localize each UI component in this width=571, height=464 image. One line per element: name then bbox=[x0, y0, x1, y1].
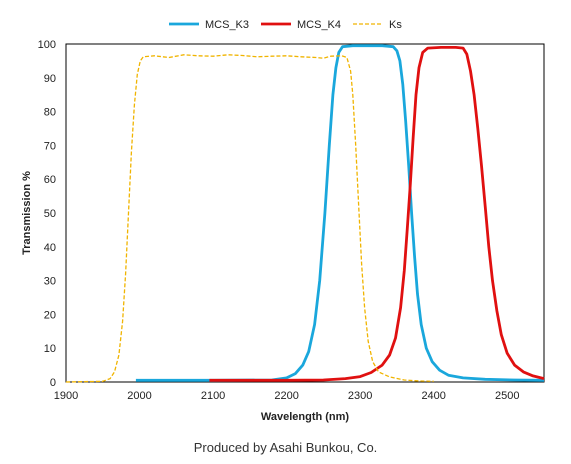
footer-credit: Produced by Asahi Bunkou, Co. bbox=[193, 440, 378, 455]
y-axis-title: Transmission % bbox=[21, 171, 33, 255]
y-tick-label: 0 bbox=[50, 377, 56, 389]
y-tick-label: 80 bbox=[44, 107, 56, 119]
y-tick-label: 30 bbox=[44, 276, 56, 288]
series-group bbox=[65, 44, 545, 383]
y-tick-label: 40 bbox=[44, 242, 56, 254]
x-ticks: 1900 2000 2100 2200 2300 2400 2500 bbox=[54, 390, 520, 402]
x-tick-label: 1900 bbox=[54, 390, 78, 402]
x-tick-label: 2000 bbox=[127, 390, 151, 402]
x-tick-label: 2200 bbox=[274, 390, 298, 402]
x-tick-label: 2300 bbox=[348, 390, 372, 402]
legend-label-3: Ks bbox=[389, 19, 402, 31]
y-ticks: 0 10 20 30 40 50 60 70 80 90 100 bbox=[38, 39, 56, 389]
plot-frame bbox=[65, 43, 545, 383]
series-line-2 bbox=[209, 46, 545, 382]
x-tick-label: 2100 bbox=[201, 390, 225, 402]
x-tick-label: 2400 bbox=[421, 390, 445, 402]
y-tick-label: 70 bbox=[44, 140, 56, 152]
y-tick-label: 90 bbox=[44, 73, 56, 85]
y-tick-label: 50 bbox=[44, 208, 56, 220]
x-axis-title: Wavelength (nm) bbox=[261, 411, 350, 423]
legend-label-2: MCS_K4 bbox=[297, 19, 341, 31]
series-line-1 bbox=[135, 44, 545, 382]
y-tick-label: 60 bbox=[44, 174, 56, 186]
legend: MCS_K3 MCS_K4 Ks bbox=[169, 19, 402, 31]
transmission-chart: MCS_K3 MCS_K4 Ks 0 10 20 30 40 50 60 70 80 90 100 19… bbox=[21, 19, 545, 423]
legend-label-1: MCS_K3 bbox=[205, 19, 249, 31]
x-tick-label: 2500 bbox=[495, 390, 519, 402]
y-tick-label: 100 bbox=[38, 39, 56, 51]
y-tick-label: 20 bbox=[44, 309, 56, 321]
y-tick-label: 10 bbox=[44, 343, 56, 355]
series-line-3 bbox=[65, 54, 434, 383]
